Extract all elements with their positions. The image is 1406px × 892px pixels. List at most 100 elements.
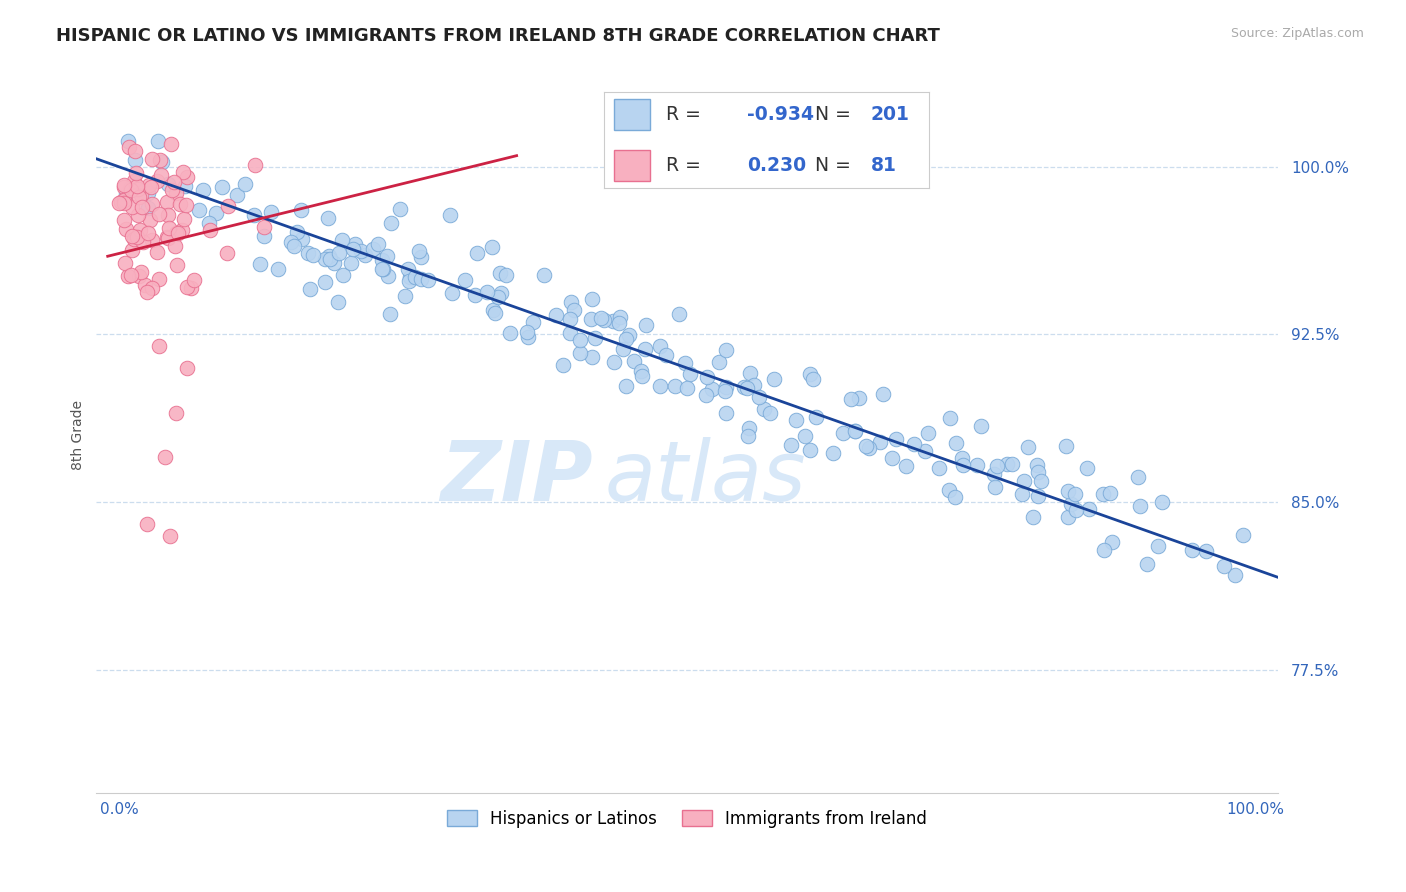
Point <box>984 480 1007 494</box>
Point <box>440 286 463 301</box>
Point <box>291 232 314 246</box>
Point <box>735 381 758 395</box>
Point <box>801 372 824 386</box>
Point <box>166 258 188 272</box>
Point <box>371 252 394 267</box>
Point <box>1099 486 1122 500</box>
Point <box>858 442 880 456</box>
Point <box>127 230 149 244</box>
Point <box>112 195 135 210</box>
Point <box>623 353 645 368</box>
Point <box>952 458 974 472</box>
Point <box>742 378 765 392</box>
Point <box>145 174 167 188</box>
Point <box>762 372 785 386</box>
Text: Source: ZipAtlas.com: Source: ZipAtlas.com <box>1230 27 1364 40</box>
Point <box>120 183 142 197</box>
Point <box>159 528 181 542</box>
Point <box>1181 543 1204 558</box>
Point <box>121 228 143 243</box>
Point <box>136 517 159 532</box>
Point <box>495 268 517 283</box>
Point <box>673 356 696 370</box>
Point <box>928 460 950 475</box>
Point <box>253 220 276 235</box>
Point <box>302 248 325 262</box>
Point <box>546 308 568 322</box>
Point <box>163 239 186 253</box>
Point <box>617 328 640 343</box>
Point <box>1028 489 1050 503</box>
Point <box>664 378 686 392</box>
Point <box>160 183 183 197</box>
Point <box>361 242 384 256</box>
Y-axis label: 8th Grade: 8th Grade <box>72 400 86 470</box>
Point <box>141 197 163 211</box>
Point <box>1076 460 1098 475</box>
Point <box>150 154 173 169</box>
Point <box>318 252 340 267</box>
Point <box>375 248 398 262</box>
Point <box>323 256 346 270</box>
Point <box>316 211 339 225</box>
Point <box>522 316 544 330</box>
Point <box>165 226 187 240</box>
Point <box>1056 510 1078 524</box>
Point <box>332 268 354 282</box>
Point <box>1091 487 1114 501</box>
Point <box>394 289 416 303</box>
Point <box>737 421 759 435</box>
Point <box>872 387 894 401</box>
Point <box>285 225 308 239</box>
Point <box>966 458 988 473</box>
Point <box>754 402 776 417</box>
Point <box>172 165 194 179</box>
Point <box>477 285 499 299</box>
Point <box>848 391 870 405</box>
Point <box>1017 440 1039 454</box>
Point <box>180 281 202 295</box>
Point <box>121 200 143 214</box>
Point <box>804 410 827 425</box>
Point <box>318 249 340 263</box>
Point <box>884 433 907 447</box>
Point <box>159 220 181 235</box>
Point <box>176 170 198 185</box>
Point <box>1064 487 1087 501</box>
Point <box>114 256 136 270</box>
Point <box>297 246 319 260</box>
Point <box>114 222 136 236</box>
Point <box>579 312 602 326</box>
Point <box>174 178 197 193</box>
Point <box>148 206 170 220</box>
Point <box>128 268 150 283</box>
Point <box>148 272 170 286</box>
Point <box>156 231 179 245</box>
Point <box>1060 497 1083 511</box>
Point <box>869 434 891 449</box>
Point <box>737 429 759 443</box>
Point <box>138 202 160 216</box>
Point <box>581 350 603 364</box>
Point <box>354 248 377 262</box>
Point <box>748 390 770 404</box>
Point <box>131 265 153 279</box>
Point <box>408 244 430 259</box>
Point <box>172 223 194 237</box>
Point <box>125 166 148 180</box>
Point <box>198 223 221 237</box>
Point <box>551 358 574 372</box>
Point <box>1026 458 1049 472</box>
Point <box>108 196 131 211</box>
Point <box>136 186 159 200</box>
Point <box>149 153 172 167</box>
Point <box>568 334 591 348</box>
Point <box>120 268 142 282</box>
Point <box>411 250 433 264</box>
Point <box>695 387 717 401</box>
Point <box>398 274 420 288</box>
Point <box>1147 539 1170 553</box>
Text: atlas: atlas <box>605 437 806 518</box>
Point <box>894 458 917 473</box>
Point <box>167 226 190 240</box>
